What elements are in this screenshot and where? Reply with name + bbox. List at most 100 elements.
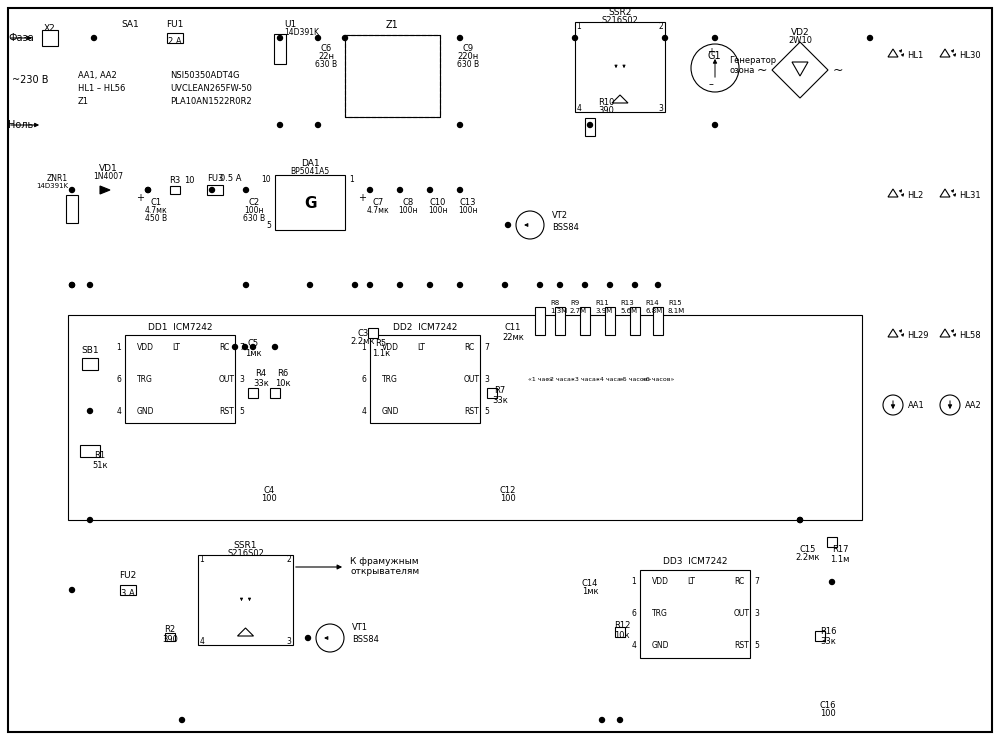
Text: 390: 390 — [598, 106, 614, 115]
Circle shape — [582, 283, 588, 288]
Text: Z1: Z1 — [78, 96, 89, 106]
Text: C16: C16 — [820, 702, 836, 710]
Text: 3.9М: 3.9М — [595, 308, 612, 314]
Text: TRG: TRG — [652, 610, 668, 619]
Text: DD3  ICM7242: DD3 ICM7242 — [663, 557, 727, 567]
Circle shape — [712, 36, 718, 41]
Circle shape — [244, 283, 249, 288]
Circle shape — [662, 36, 668, 41]
Text: 4.7мк: 4.7мк — [145, 206, 167, 215]
Text: 630 В: 630 В — [243, 214, 265, 223]
Text: C4: C4 — [263, 485, 275, 494]
Text: FU1: FU1 — [166, 19, 184, 29]
Text: +: + — [136, 193, 144, 203]
Bar — [555, 307, 565, 335]
Circle shape — [618, 718, 622, 722]
Circle shape — [368, 283, 373, 288]
Text: DD2  ICM7242: DD2 ICM7242 — [393, 323, 457, 332]
Circle shape — [210, 187, 215, 192]
Circle shape — [398, 283, 403, 288]
Text: 4: 4 — [200, 636, 204, 645]
Text: OUT: OUT — [734, 610, 750, 619]
Polygon shape — [100, 186, 110, 194]
Circle shape — [316, 36, 321, 41]
Circle shape — [343, 36, 348, 41]
Text: R15: R15 — [668, 300, 682, 306]
Text: «3 часа»: «3 часа» — [571, 377, 599, 382]
Text: Фаза: Фаза — [8, 33, 34, 43]
Circle shape — [712, 123, 718, 127]
Text: 7: 7 — [239, 343, 244, 352]
Text: BP5041A5: BP5041A5 — [290, 166, 330, 175]
Text: OUT: OUT — [219, 374, 235, 383]
Circle shape — [70, 283, 75, 288]
Text: «4 часа»: «4 часа» — [596, 377, 624, 382]
Text: 3: 3 — [484, 374, 489, 383]
Circle shape — [368, 187, 373, 192]
Bar — [80, 445, 100, 457]
Text: 3: 3 — [659, 104, 663, 112]
Text: 100н: 100н — [398, 206, 418, 215]
Bar — [270, 388, 280, 398]
Text: RST: RST — [464, 406, 479, 415]
Text: C6: C6 — [320, 44, 332, 53]
Text: ~230 В: ~230 В — [12, 75, 48, 85]
Circle shape — [883, 395, 903, 415]
Circle shape — [306, 636, 311, 641]
Text: 14D391K: 14D391K — [36, 183, 68, 189]
Text: 630 В: 630 В — [457, 59, 479, 69]
Text: VT1: VT1 — [352, 624, 368, 633]
Circle shape — [244, 187, 249, 192]
Circle shape — [588, 123, 592, 127]
Circle shape — [92, 36, 97, 41]
Text: BSS84: BSS84 — [552, 223, 579, 232]
Bar — [368, 328, 378, 338]
Bar — [170, 186, 180, 194]
Circle shape — [428, 283, 433, 288]
Text: 51к: 51к — [92, 460, 108, 469]
Text: Ноль: Ноль — [8, 120, 33, 130]
Circle shape — [691, 44, 739, 92]
Text: 1: 1 — [200, 554, 204, 563]
Circle shape — [538, 283, 542, 288]
Text: C11: C11 — [505, 323, 521, 332]
Text: R11: R11 — [595, 300, 609, 306]
Text: TRG: TRG — [382, 374, 398, 383]
Text: R4: R4 — [255, 369, 267, 377]
Text: 5: 5 — [266, 221, 271, 229]
Circle shape — [353, 283, 358, 288]
Text: PLA10AN1522R0R2: PLA10AN1522R0R2 — [170, 96, 252, 106]
Text: 1: 1 — [116, 343, 121, 352]
Bar — [630, 307, 640, 335]
Text: HL29: HL29 — [907, 331, 928, 340]
Circle shape — [70, 588, 75, 593]
Circle shape — [88, 517, 93, 522]
Text: 3: 3 — [239, 374, 244, 383]
Circle shape — [180, 718, 185, 722]
Text: 100: 100 — [500, 494, 516, 502]
Text: 100н: 100н — [428, 206, 448, 215]
Text: 6: 6 — [116, 374, 121, 383]
Bar — [66, 195, 78, 223]
Circle shape — [516, 211, 544, 239]
Text: 33к: 33к — [492, 395, 508, 405]
Text: «5 часов»: «5 часов» — [619, 377, 651, 382]
Text: 450 В: 450 В — [145, 214, 167, 223]
Text: АА2: АА2 — [965, 400, 982, 409]
Bar — [68, 315, 862, 520]
Text: –: – — [709, 79, 713, 89]
Text: 8.1М: 8.1М — [668, 308, 685, 314]
Circle shape — [558, 283, 562, 288]
Text: R14: R14 — [645, 300, 659, 306]
Text: C10: C10 — [430, 198, 446, 206]
Text: LT: LT — [687, 577, 695, 587]
Text: HL30: HL30 — [959, 50, 981, 59]
Bar — [274, 34, 286, 64]
Circle shape — [868, 36, 872, 41]
Text: VDD: VDD — [652, 577, 669, 587]
Text: 22мк: 22мк — [502, 332, 524, 341]
Text: FU3: FU3 — [207, 173, 223, 183]
Circle shape — [798, 517, 802, 522]
Text: C12: C12 — [500, 485, 516, 494]
Text: RST: RST — [219, 406, 234, 415]
